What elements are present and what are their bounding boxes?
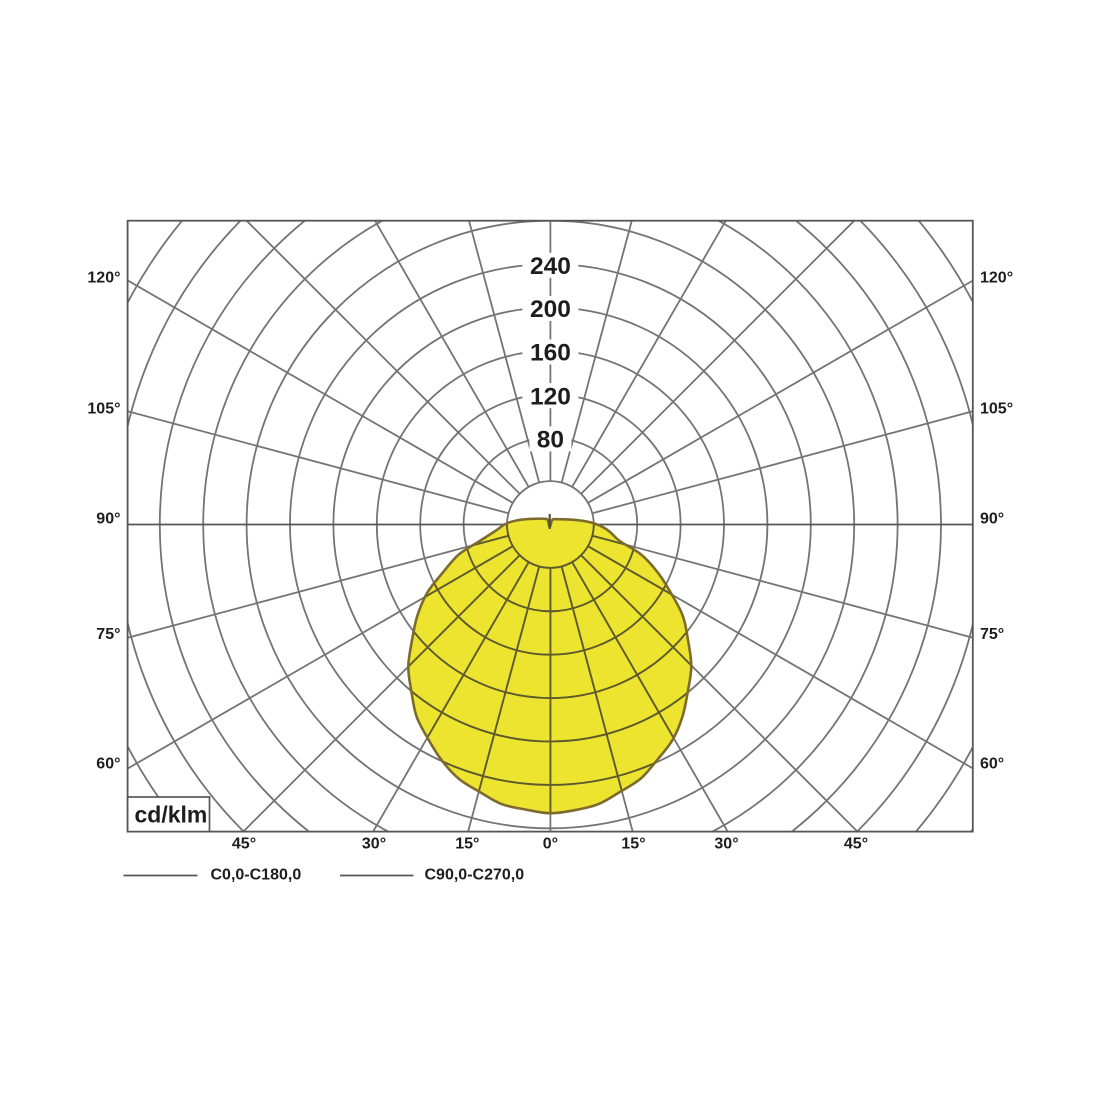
svg-text:160: 160 — [530, 340, 571, 367]
svg-text:45°: 45° — [844, 836, 868, 853]
svg-text:30°: 30° — [362, 836, 386, 853]
svg-text:90°: 90° — [980, 510, 1004, 527]
svg-text:240: 240 — [530, 253, 571, 280]
svg-text:120°: 120° — [87, 270, 120, 287]
svg-text:105°: 105° — [87, 401, 120, 418]
svg-text:75°: 75° — [96, 626, 120, 643]
svg-text:C0,0-C180,0: C0,0-C180,0 — [211, 867, 302, 884]
svg-text:45°: 45° — [232, 836, 256, 853]
svg-text:120°: 120° — [980, 270, 1013, 287]
svg-text:90°: 90° — [96, 510, 120, 527]
svg-text:30°: 30° — [714, 836, 738, 853]
svg-text:120: 120 — [530, 383, 571, 410]
svg-text:200: 200 — [530, 296, 571, 323]
svg-text:0°: 0° — [543, 836, 558, 853]
svg-text:60°: 60° — [96, 756, 120, 773]
svg-text:15°: 15° — [455, 836, 479, 853]
svg-text:60°: 60° — [980, 756, 1004, 773]
svg-text:15°: 15° — [621, 836, 645, 853]
svg-text:cd/klm: cd/klm — [135, 802, 208, 828]
svg-text:C90,0-C270,0: C90,0-C270,0 — [425, 867, 525, 884]
svg-text:105°: 105° — [980, 401, 1013, 418]
svg-text:80: 80 — [537, 427, 564, 454]
svg-text:75°: 75° — [980, 626, 1004, 643]
